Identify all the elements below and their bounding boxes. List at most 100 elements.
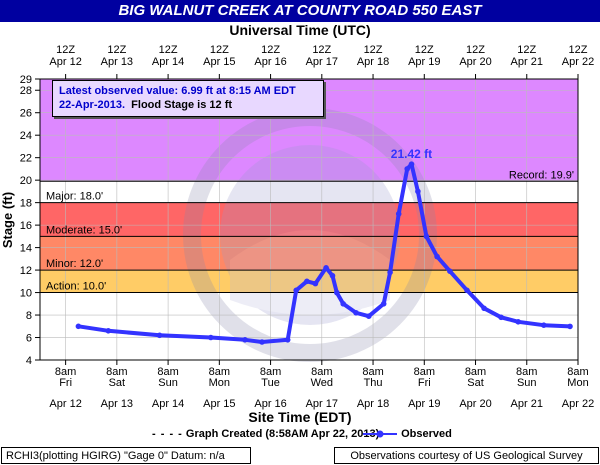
- normal-band: [40, 292, 578, 360]
- y-tick-label: 18: [20, 198, 32, 210]
- observed-point: [515, 319, 521, 325]
- top-tick-label: 12Z: [312, 44, 331, 56]
- x-tick-label: Tue: [261, 377, 280, 389]
- record-major-gap-band: [40, 181, 578, 203]
- flood-label-major: Major: 18.0': [46, 191, 103, 203]
- observed-point: [329, 272, 336, 279]
- y-tick-label: 4: [26, 355, 32, 367]
- legend-observed: Observed: [362, 428, 452, 440]
- observed-point: [395, 211, 402, 217]
- top-tick-label: Apr 16: [254, 56, 286, 68]
- major-band: [40, 202, 578, 237]
- top-tick-label: 12Z: [210, 44, 229, 56]
- flood-label-record: Record: 19.9': [509, 169, 574, 181]
- top-tick-label: 12Z: [261, 44, 280, 56]
- x-tick-label: Apr 18: [357, 398, 389, 410]
- y-tick-label: 14: [20, 243, 32, 255]
- y-tick-label: 12: [20, 265, 32, 277]
- observed-point: [75, 323, 82, 330]
- top-tick-label: Apr 18: [357, 56, 389, 68]
- observed-point: [208, 334, 214, 341]
- title-bar: BIG WALNUT CREEK AT COUNTY ROAD 550 EAST: [0, 0, 600, 22]
- x-tick-label: 8am: [209, 366, 230, 378]
- y-tick-label: 10: [20, 288, 32, 300]
- observed-point: [434, 253, 440, 260]
- observed-point: [105, 328, 112, 334]
- y-tick-label: 16: [20, 220, 32, 232]
- latest-value-text: Latest observed value: 6.99 ft at 8:15 A…: [59, 85, 296, 97]
- flood-label-action: Action: 10.0': [46, 281, 106, 293]
- observed-point: [284, 337, 291, 343]
- observed-point: [481, 305, 487, 312]
- y-tick-label: 6: [26, 333, 32, 345]
- x-tick-label: Fri: [59, 377, 72, 389]
- footer-datum: RCHI3(plotting HGIRG) "Gage 0" Datum: n/…: [1, 447, 251, 464]
- x-tick-label: Mon: [209, 377, 230, 389]
- top-tick-label: Apr 22: [562, 56, 594, 68]
- observed-point: [353, 310, 359, 316]
- observed-point: [464, 287, 470, 294]
- chart-title: BIG WALNUT CREEK AT COUNTY ROAD 550 EAST: [118, 2, 482, 19]
- top-tick-label: 12Z: [364, 44, 383, 56]
- x-tick-label: Sun: [517, 377, 537, 389]
- x-tick-label: Apr 17: [306, 398, 338, 410]
- x-tick-label: Wed: [311, 377, 333, 389]
- top-tick-label: 12Z: [466, 44, 485, 56]
- legend-observed-label: Observed: [401, 428, 452, 440]
- top-tick-label: Apr 20: [459, 56, 491, 68]
- observed-point: [498, 314, 504, 321]
- top-tick-label: 12Z: [569, 44, 588, 56]
- x-tick-label: 8am: [567, 366, 588, 378]
- latest-observation-box: Latest observed value: 6.99 ft at 8:15 A…: [52, 80, 324, 117]
- legend-graph-created: - - - - Graph Created (8:58AM Apr 22, 20…: [152, 428, 379, 440]
- top-tick-label: Apr 13: [101, 56, 133, 68]
- legend-graph-created-label: Graph Created (8:58AM Apr 22, 2013): [185, 428, 380, 440]
- x-tick-label: Sat: [109, 377, 126, 389]
- top-tick-label: Apr 19: [408, 56, 440, 68]
- top-tick-label: 12Z: [107, 44, 126, 56]
- latest-date-text: 22-Apr-2013.: [59, 99, 126, 111]
- y-axis-title: Stage (ft): [0, 192, 15, 248]
- y-tick-label: 22: [20, 153, 32, 165]
- observed-point: [156, 332, 163, 339]
- x-tick-label: Apr 13: [101, 398, 133, 410]
- x-tick-label: 8am: [157, 366, 178, 378]
- observed-point: [340, 301, 347, 307]
- x-tick-label: Thu: [364, 377, 383, 389]
- top-tick-label: 12Z: [415, 44, 434, 56]
- x-tick-label: Apr 12: [49, 398, 81, 410]
- x-tick-label: Sat: [467, 377, 484, 389]
- x-tick-label: 8am: [516, 366, 537, 378]
- x-tick-label: 8am: [362, 366, 383, 378]
- y-tick-label: 20: [20, 175, 32, 187]
- x-tick-label: Apr 14: [152, 398, 184, 410]
- observed-point: [304, 278, 310, 285]
- top-tick-label: 12Z: [56, 44, 75, 56]
- observed-point: [242, 337, 248, 343]
- x-tick-label: Apr 21: [511, 398, 543, 410]
- x-tick-label: 8am: [260, 366, 281, 378]
- y-tick-label: 28: [20, 85, 32, 97]
- top-axis-title: Universal Time (UTC): [229, 22, 371, 38]
- x-tick-label: 8am: [465, 366, 486, 378]
- y-tick-label: 24: [20, 130, 32, 142]
- observed-point: [404, 166, 411, 172]
- flood-label-moderate: Moderate: 15.0': [46, 224, 122, 236]
- y-tick-label: 26: [20, 108, 32, 120]
- top-tick-label: 12Z: [517, 44, 536, 56]
- x-tick-label: Sun: [158, 377, 178, 389]
- dashed-line-icon: - - - -: [152, 428, 183, 440]
- x-tick-label: Mon: [567, 377, 588, 389]
- observed-point: [567, 323, 573, 330]
- legend: - - - - Graph Created (8:58AM Apr 22, 20…: [0, 428, 600, 444]
- footer-credit: Observations courtesy of US Geological S…: [334, 447, 599, 464]
- x-tick-label: 8am: [414, 366, 435, 378]
- observed-line-icon: [363, 430, 397, 438]
- x-tick-label: 8am: [55, 366, 76, 378]
- observed-point: [293, 287, 300, 294]
- observed-point: [447, 268, 453, 275]
- moderate-band: [40, 236, 578, 271]
- observed-point: [312, 280, 319, 287]
- top-tick-label: Apr 14: [152, 56, 184, 68]
